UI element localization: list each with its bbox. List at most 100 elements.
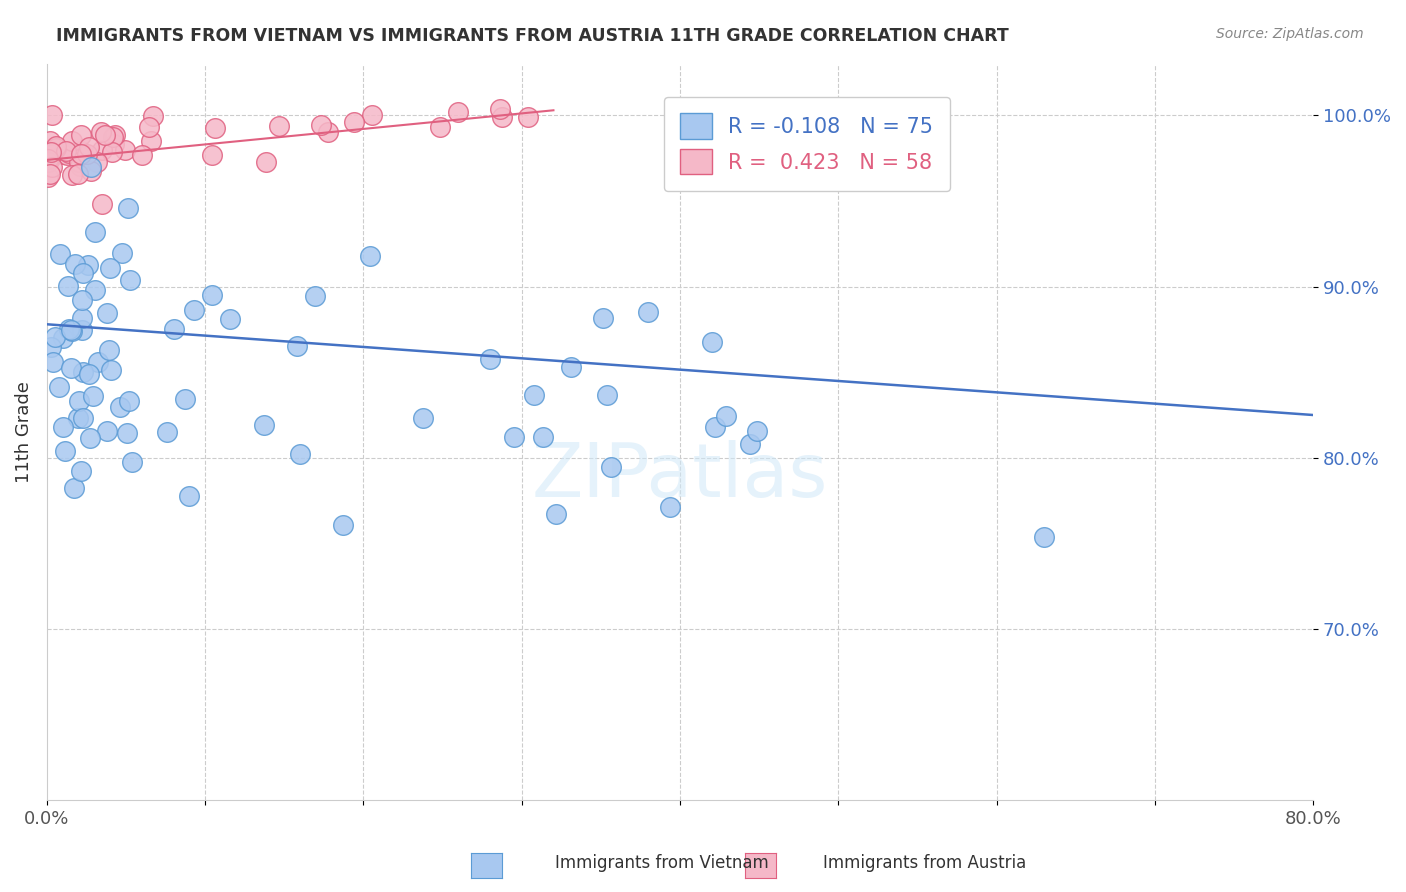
Point [491,110,513,124]
Point [86,154,108,169]
Point [96,424,118,438]
Point [253,418,276,433]
Point [267,119,290,133]
Point [560,360,582,375]
Point [56,148,79,162]
Point [39,145,62,159]
Point [142,109,165,123]
Point [544,508,567,522]
Point [121,455,143,469]
Point [37,152,59,166]
Point [183,302,205,317]
Point [79,431,101,445]
Text: ZIPatlas: ZIPatlas [531,440,828,513]
Point [52,146,75,161]
Point [703,420,725,434]
Point [52,330,75,344]
Point [177,490,200,504]
Point [659,500,682,515]
Point [39,143,62,157]
Point [84,225,107,239]
Point [72,365,94,379]
Point [91,143,114,157]
Point [595,387,617,401]
Point [117,201,139,215]
Point [86,355,108,369]
Point [478,351,501,366]
Point [59,360,82,375]
Point [84,284,107,298]
Point [489,102,512,116]
Point [600,460,623,475]
Point [42,355,65,369]
Point [103,136,125,151]
Point [69,464,91,478]
Point [96,306,118,320]
Point [738,436,761,450]
Point [111,246,134,260]
Point [60,168,83,182]
Point [67,411,90,425]
Text: IMMIGRANTS FROM VIETNAM VS IMMIGRANTS FROM AUSTRIA 11TH GRADE CORRELATION CHART: IMMIGRANTS FROM VIETNAM VS IMMIGRANTS FR… [56,27,1010,45]
Point [65,257,87,271]
Point [70,144,93,158]
Point [53,443,76,458]
Text: Immigrants from Austria: Immigrants from Austria [823,855,1026,872]
Point [58,145,80,160]
Point [60,324,83,338]
Legend: R = -0.108   N = 75, R =  0.423   N = 58: R = -0.108 N = 75, R = 0.423 N = 58 [664,96,950,191]
Point [41,161,63,175]
Point [201,148,224,162]
Point [98,260,121,275]
Point [1033,530,1056,544]
Point [254,154,277,169]
Point [637,305,659,319]
Point [503,429,526,443]
Point [80,160,103,174]
Point [104,128,127,143]
Point [76,146,98,161]
Point [82,389,104,403]
Point [39,152,62,166]
Point [139,134,162,148]
Point [41,147,63,161]
Point [69,148,91,162]
Point [361,108,384,122]
Point [304,289,326,303]
Point [55,145,77,159]
Point [60,134,83,148]
Point [204,120,226,135]
Point [118,273,141,287]
Point [70,128,93,142]
Point [39,134,62,148]
Point [592,311,614,326]
Point [41,108,63,122]
Point [97,343,120,357]
Point [100,363,122,377]
Point [516,110,538,124]
Point [343,115,366,129]
Text: Immigrants from Vietnam: Immigrants from Vietnam [555,855,769,872]
Point [523,388,546,402]
Point [72,411,94,425]
Text: Source: ZipAtlas.com: Source: ZipAtlas.com [1216,27,1364,41]
Point [52,420,75,434]
Point [429,120,451,134]
Point [60,323,83,337]
Point [316,125,339,139]
Point [90,196,112,211]
Point [66,167,89,181]
Point [79,163,101,178]
Point [156,425,179,439]
Point [77,140,100,154]
Point [218,311,240,326]
Point [67,154,90,169]
Point [69,147,91,161]
Point [77,258,100,272]
Point [714,409,737,423]
Point [101,145,124,160]
Point [77,367,100,381]
Point [42,145,65,160]
Point [332,517,354,532]
Point [44,330,66,344]
